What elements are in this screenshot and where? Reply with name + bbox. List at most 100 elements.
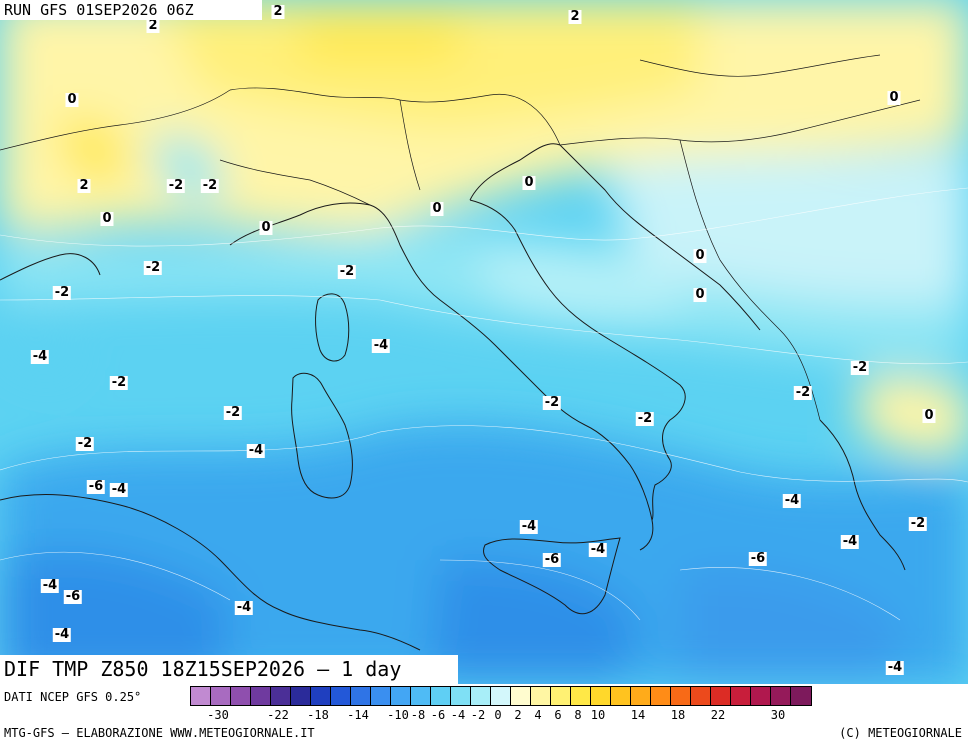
legend-swatch [791, 687, 811, 705]
color-scale-legend [190, 686, 812, 706]
legend-swatch [751, 687, 771, 705]
contour-label: 0 [522, 175, 536, 190]
contour-label: -4 [246, 443, 266, 458]
contour-label: -2 [337, 264, 357, 279]
legend-tick-label: 22 [710, 708, 726, 722]
contour-label: -2 [793, 385, 813, 400]
contour-label: -2 [850, 360, 870, 375]
legend-tick-label: -2 [470, 708, 486, 722]
legend-swatch [571, 687, 591, 705]
legend-swatch [251, 687, 271, 705]
coastlines [0, 143, 906, 651]
footer-credit: MTG-GFS – ELABORAZIONE WWW.METEOGIORNALE… [4, 726, 315, 740]
legend-tick-label: 30 [770, 708, 786, 722]
contour-label: -2 [52, 285, 72, 300]
legend-tick-label: -8 [410, 708, 426, 722]
legend-tick-label: 6 [554, 708, 562, 722]
contour-label: -2 [635, 411, 655, 426]
legend-tick-label: 2 [514, 708, 522, 722]
legend-tick-label: 0 [494, 708, 502, 722]
contour-label: -4 [782, 493, 802, 508]
legend-tick-label: 14 [630, 708, 646, 722]
legend-tick-label: 18 [670, 708, 686, 722]
contour-label: 0 [693, 248, 707, 263]
legend-swatch [771, 687, 791, 705]
legend-swatch [491, 687, 511, 705]
contour-label: -2 [223, 405, 243, 420]
contour-label: -6 [86, 479, 106, 494]
legend-tick-label: -30 [207, 708, 229, 722]
legend-swatch [711, 687, 731, 705]
legend-swatch [731, 687, 751, 705]
contour-label: -2 [166, 178, 186, 193]
legend-tick-label: 8 [574, 708, 582, 722]
legend-swatch [371, 687, 391, 705]
legend-swatch [331, 687, 351, 705]
contour-label: -4 [588, 542, 608, 557]
legend-swatch [411, 687, 431, 705]
legend-swatch [291, 687, 311, 705]
legend-tick-label: 10 [590, 708, 606, 722]
contour-label: -6 [542, 552, 562, 567]
contour-label: 0 [887, 90, 901, 105]
contour-label: -2 [75, 436, 95, 451]
legend-swatch [191, 687, 211, 705]
legend-swatch [211, 687, 231, 705]
contour-label: 2 [77, 178, 91, 193]
legend-tick-label: -10 [387, 708, 409, 722]
legend-swatch [431, 687, 451, 705]
legend-tick-label: -4 [450, 708, 466, 722]
legend-swatch [551, 687, 571, 705]
legend-tick-label: -6 [430, 708, 446, 722]
contour-label: 0 [922, 408, 936, 423]
legend-swatch [591, 687, 611, 705]
legend-swatch [271, 687, 291, 705]
contour-label: -2 [143, 260, 163, 275]
contour-label: -2 [908, 516, 928, 531]
footer-copyright: (C) METEOGIORNALE [839, 726, 962, 740]
legend-swatch [651, 687, 671, 705]
contour-label: -2 [109, 375, 129, 390]
legend-swatch [451, 687, 471, 705]
legend-tick-label: -14 [347, 708, 369, 722]
legend-swatch [231, 687, 251, 705]
legend-swatch [311, 687, 331, 705]
contour-label: -4 [519, 519, 539, 534]
borders [0, 54, 921, 421]
legend-tick-label: -22 [267, 708, 289, 722]
contour-label: -4 [40, 578, 60, 593]
contour-label: -2 [542, 395, 562, 410]
legend-swatch [351, 687, 371, 705]
contour-label: -6 [748, 551, 768, 566]
legend-tick-labels: -30 -22 -18 -14 -10 -8 -6 -4 -2 0 2 4 6 8 10 14 18 22 30 [190, 708, 968, 722]
run-title: RUN GFS 01SEP2026 06Z [0, 0, 262, 20]
legend-swatch [611, 687, 631, 705]
legend-tick-label: -18 [307, 708, 329, 722]
contour-label: 0 [65, 92, 79, 107]
contour-label: -4 [234, 600, 254, 615]
contour-label: 2 [146, 18, 160, 33]
contour-label: -4 [30, 349, 50, 364]
map-canvas [0, 0, 968, 684]
contour-label: 0 [430, 201, 444, 216]
legend-tick-label: 4 [534, 708, 542, 722]
contour-label: 2 [568, 9, 582, 24]
legend-swatch [631, 687, 651, 705]
contour-label: -2 [200, 178, 220, 193]
contour-label: -4 [109, 482, 129, 497]
field-title: DIF TMP Z850 18Z15SEP2026 – 1 day [0, 655, 458, 684]
isotherm-contours [0, 187, 968, 621]
legend-swatch [531, 687, 551, 705]
temperature-anomaly-map [0, 0, 968, 684]
contour-label: 0 [100, 211, 114, 226]
contour-label: -4 [885, 660, 905, 675]
legend-swatch [671, 687, 691, 705]
legend-swatch [391, 687, 411, 705]
contour-label: 0 [259, 220, 273, 235]
contour-label: -4 [840, 534, 860, 549]
legend-swatch [691, 687, 711, 705]
contour-label: -4 [371, 338, 391, 353]
legend-swatch [471, 687, 491, 705]
legend-swatch [511, 687, 531, 705]
contour-label: 0 [693, 287, 707, 302]
